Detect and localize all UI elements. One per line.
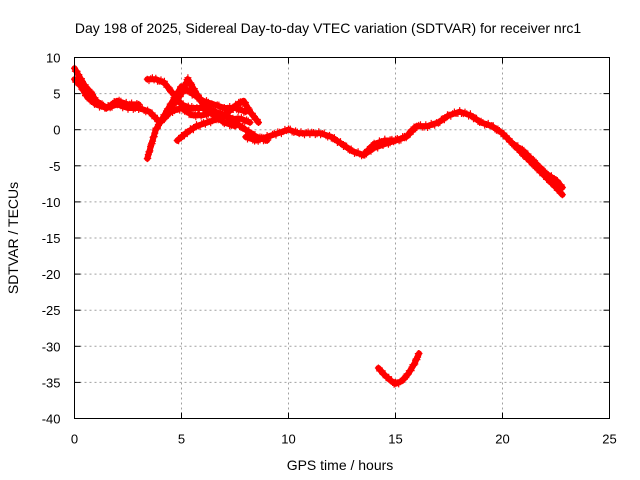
axis-ticks <box>74 57 610 419</box>
y-tick-label: -30 <box>42 339 61 354</box>
x-tick-label: 5 <box>178 432 185 447</box>
y-tick-label: -15 <box>42 231 61 246</box>
series-markers <box>173 98 262 145</box>
y-tick-label: 10 <box>46 51 60 66</box>
series-markers <box>242 107 566 199</box>
x-tick-label: 10 <box>281 432 295 447</box>
y-tick-label: -35 <box>42 375 61 390</box>
chart-title: Day 198 of 2025, Sidereal Day-to-day VTE… <box>75 20 581 36</box>
series-band <box>242 108 566 198</box>
series-band <box>375 350 422 387</box>
series-track-i <box>509 140 566 191</box>
x-tick-label: 20 <box>495 432 509 447</box>
series-track-g <box>242 107 566 199</box>
y-tick-label: -5 <box>49 159 61 174</box>
series-track-h <box>359 122 421 159</box>
data-points <box>71 64 566 388</box>
series-markers <box>359 122 421 159</box>
y-axis-label: SDTVAR / TECUs <box>5 182 21 294</box>
y-tick-label: -25 <box>42 303 61 318</box>
series-markers <box>509 140 566 191</box>
y-tick-label: 5 <box>53 87 60 102</box>
x-axis-label: GPS time / hours <box>287 457 394 473</box>
y-tick-label: 0 <box>53 123 60 138</box>
series-track-b <box>71 64 143 112</box>
y-tick-label: -40 <box>42 412 61 427</box>
x-tick-label: 15 <box>388 432 402 447</box>
grid-lines <box>74 57 610 419</box>
series-track-j <box>374 350 423 388</box>
series-markers <box>374 350 423 388</box>
series-markers <box>167 74 239 130</box>
y-tick-label: -20 <box>42 267 61 282</box>
series-track-f <box>173 97 262 145</box>
tick-labels: 0 5 10 15 20 25 10 5 0 -5 -10 -15 -20 -25 -30 -35 -40 <box>42 51 617 447</box>
series-track-e <box>167 74 239 130</box>
x-tick-label: 0 <box>71 432 78 447</box>
y-tick-label: -10 <box>42 195 61 210</box>
x-tick-label: 25 <box>602 432 616 447</box>
